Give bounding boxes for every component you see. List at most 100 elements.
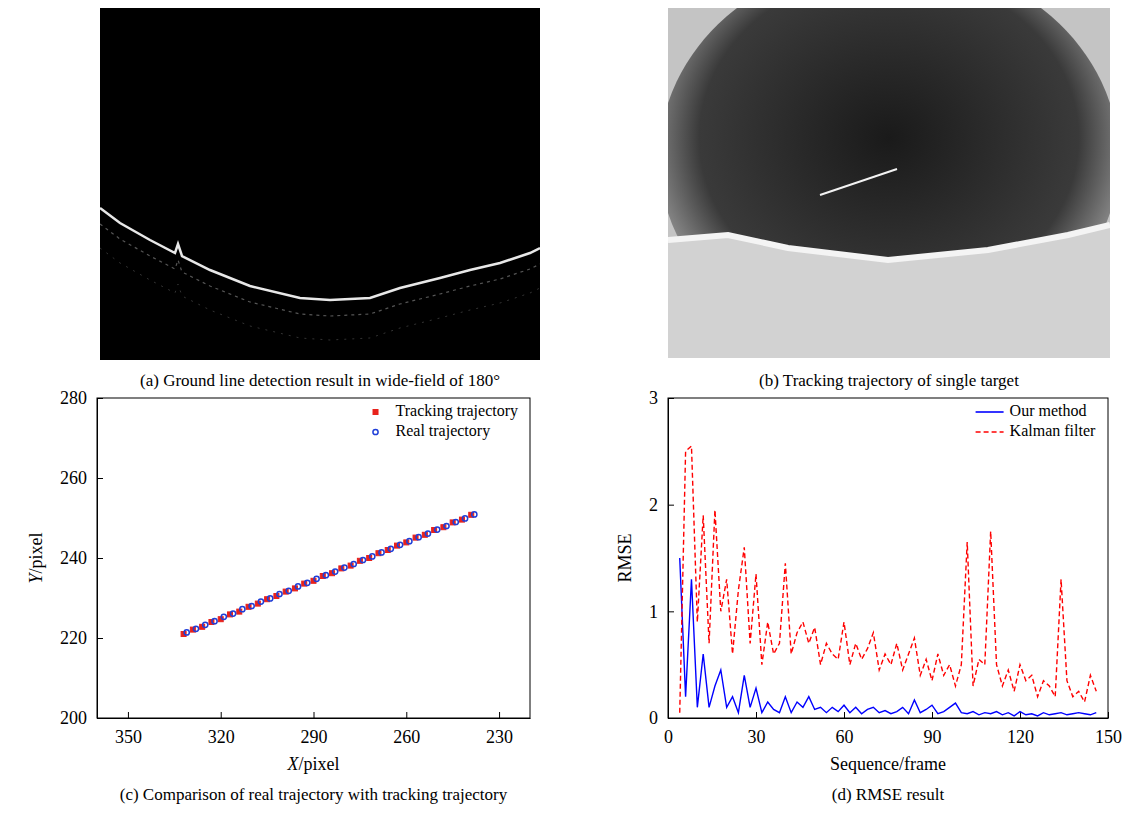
point — [462, 516, 467, 521]
axis-title: X/pixel — [287, 754, 340, 774]
tick-label: 240 — [60, 548, 87, 568]
tick-mark — [314, 712, 315, 718]
tick-label: 230 — [486, 727, 513, 747]
point — [305, 580, 310, 585]
series — [181, 512, 474, 636]
legend-swatch — [373, 429, 378, 434]
tick-mark — [221, 712, 222, 718]
tick-mark — [844, 712, 845, 718]
tick: 2 — [649, 495, 674, 515]
tick: 30 — [748, 712, 766, 747]
caption: (b) Tracking trajectory of single target — [759, 371, 1019, 390]
point — [453, 519, 458, 524]
legend-swatch — [976, 431, 1004, 433]
tick-label: 120 — [1007, 727, 1034, 747]
legend-entry: Real trajectory — [396, 422, 491, 440]
point — [370, 554, 375, 559]
tick-mark — [668, 505, 674, 506]
tick: 350 — [115, 712, 142, 747]
tick-label: 320 — [208, 727, 235, 747]
point — [258, 599, 263, 604]
tick: 320 — [208, 712, 235, 747]
point — [230, 611, 235, 616]
tick-mark — [97, 638, 103, 639]
y-axis: 0 1 2 3 — [649, 388, 674, 728]
tick-mark — [97, 478, 103, 479]
tick-mark — [128, 712, 129, 718]
tick-label: 280 — [60, 388, 87, 408]
point — [268, 596, 273, 601]
legend: Our method Kalman filter — [976, 402, 1096, 439]
series — [184, 512, 477, 635]
tick-label: 220 — [60, 628, 87, 648]
plot-area — [181, 512, 477, 637]
ground-texture — [100, 248, 540, 340]
point — [416, 535, 421, 540]
legend-entry: Our method — [1010, 402, 1087, 419]
legend-swatch — [976, 411, 1004, 413]
point — [203, 622, 208, 627]
point — [407, 539, 412, 544]
tick-label: 3 — [649, 388, 658, 408]
point — [295, 584, 300, 589]
point — [472, 512, 477, 517]
point — [360, 557, 365, 562]
tick-label: 260 — [393, 727, 420, 747]
tick: 1 — [649, 602, 674, 622]
caption: (d) RMSE result — [832, 785, 945, 804]
point — [379, 550, 384, 555]
point — [333, 569, 338, 574]
caption: (a) Ground line detection result in wide… — [140, 371, 500, 390]
point — [193, 626, 198, 631]
figure: (a) Ground line detection result in wide… — [0, 0, 1146, 814]
axis-title: Sequence/frame — [830, 754, 946, 774]
point — [286, 588, 291, 593]
point — [323, 573, 328, 578]
tick: 260 — [393, 712, 420, 747]
tick-mark — [668, 611, 674, 612]
tick-label: 0 — [649, 708, 658, 728]
series-line — [680, 558, 1097, 716]
point — [444, 523, 449, 528]
x-axis: 0 30 60 90 120 150 — [664, 712, 1122, 747]
point — [342, 565, 347, 570]
tick-label: 350 — [115, 727, 142, 747]
tick: 230 — [486, 712, 513, 747]
tick-label: 150 — [1095, 727, 1122, 747]
point — [184, 630, 189, 635]
point — [314, 576, 319, 581]
image-panel — [100, 8, 540, 360]
point — [435, 527, 440, 532]
point — [249, 603, 254, 608]
sky — [668, 8, 1110, 358]
tick-label: 0 — [664, 727, 673, 747]
plot-frame — [97, 398, 530, 718]
skyline — [668, 225, 1110, 260]
ground-texture — [100, 224, 540, 316]
ground — [668, 223, 1110, 358]
tick-label: 1 — [649, 602, 658, 622]
plot-background — [668, 398, 1108, 718]
tick-mark — [932, 712, 933, 718]
point — [388, 546, 393, 551]
axis-title: Y/pixel — [26, 532, 46, 583]
legend: Tracking trajectory Real trajectory — [373, 402, 518, 440]
point — [212, 619, 217, 624]
point — [240, 607, 245, 612]
tick: 90 — [924, 712, 942, 747]
target-trajectory — [820, 169, 897, 195]
legend-entry: Kalman filter — [1010, 422, 1096, 439]
point — [425, 531, 430, 536]
image-background — [100, 8, 540, 360]
legend-swatch — [373, 410, 378, 415]
point — [221, 614, 226, 619]
legend-entry: Tracking trajectory — [396, 402, 518, 420]
tick-label: 90 — [924, 727, 942, 747]
tick-mark — [756, 712, 757, 718]
tick: 120 — [1007, 712, 1034, 747]
caption: (c) Comparison of real trajectory with t… — [120, 785, 508, 804]
image-panel — [668, 8, 1110, 358]
tick-label: 30 — [748, 727, 766, 747]
series-line — [680, 446, 1097, 713]
tick: 60 — [836, 712, 854, 747]
